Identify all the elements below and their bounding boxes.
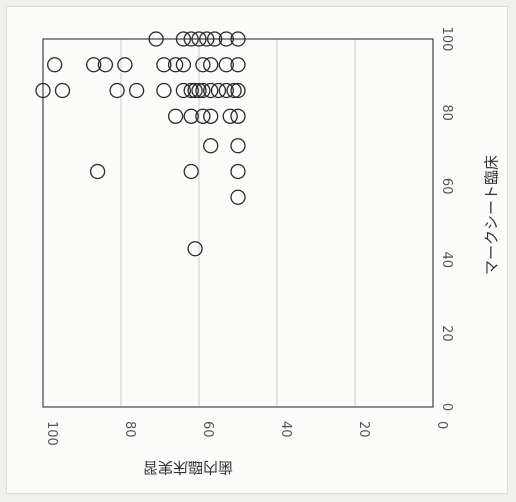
data-point <box>199 31 215 47</box>
data-point <box>156 82 172 99</box>
data-point <box>230 189 246 205</box>
data-point <box>218 57 234 73</box>
data-point <box>97 57 114 73</box>
x-tick-label: 100 <box>44 421 59 446</box>
data-point <box>183 82 199 99</box>
data-point <box>175 31 192 47</box>
data-point <box>191 82 207 99</box>
data-point <box>89 163 106 180</box>
y-tick-label: 60 <box>439 178 454 195</box>
data-point <box>195 57 211 73</box>
data-point <box>230 163 246 180</box>
data-point <box>195 108 211 124</box>
x-tick-label: 80 <box>122 421 137 438</box>
data-point <box>109 82 125 99</box>
data-point <box>148 31 164 47</box>
data-point <box>167 57 184 73</box>
data-point <box>175 57 192 73</box>
x-axis-label: 歯内臨床実習 <box>143 459 233 477</box>
data-point <box>226 82 242 99</box>
data-point <box>47 57 63 73</box>
data-point <box>167 108 184 124</box>
data-point <box>117 57 133 73</box>
data-point <box>195 82 211 99</box>
data-point <box>203 138 219 154</box>
data-point <box>218 31 234 47</box>
chart-frame: 100 80 60 40 20 0 0 20 40 60 80 100 マークシート臨床 歯内臨床実習 <box>6 6 508 494</box>
data-point <box>183 108 199 124</box>
data-point <box>230 82 246 99</box>
data-point <box>230 31 246 47</box>
data-point <box>187 82 203 99</box>
data-point <box>203 108 219 124</box>
x-tick-label: 0 <box>434 421 449 429</box>
data-point <box>183 163 199 180</box>
data-point <box>222 108 238 124</box>
data-point <box>218 82 234 99</box>
grid-lines <box>120 39 356 407</box>
data-point <box>203 82 219 99</box>
data-point <box>191 31 207 47</box>
y-tick-label: 40 <box>439 252 454 269</box>
y-tick-label: 80 <box>439 104 454 121</box>
data-point <box>54 82 71 99</box>
data-point <box>230 108 246 124</box>
data-point <box>206 31 223 47</box>
data-point <box>35 82 51 99</box>
x-tick-label: 40 <box>278 421 293 438</box>
data-point <box>203 57 219 73</box>
data-point <box>175 82 192 99</box>
data-point <box>86 57 102 73</box>
y-tick-label: 100 <box>439 27 454 52</box>
x-tick-label: 60 <box>200 421 215 438</box>
data-point <box>210 82 227 99</box>
data-point <box>187 241 203 257</box>
data-point <box>230 138 246 154</box>
y-axis-label: マークシート臨床 <box>483 155 501 275</box>
scatter-chart: 100 80 60 40 20 0 0 20 40 60 80 100 マークシート臨床 歯内臨床実習 <box>35 27 501 477</box>
x-tick-label: 20 <box>356 421 371 438</box>
data-point <box>230 57 246 73</box>
data-points <box>35 31 246 257</box>
plot-area <box>42 38 434 408</box>
data-point <box>156 57 172 73</box>
data-point <box>128 82 145 99</box>
axis-ticks: 100 80 60 40 20 0 0 20 40 60 80 100 <box>44 27 454 446</box>
y-tick-label: 20 <box>439 325 454 342</box>
y-tick-label: 0 <box>439 403 454 411</box>
data-point <box>183 31 199 47</box>
